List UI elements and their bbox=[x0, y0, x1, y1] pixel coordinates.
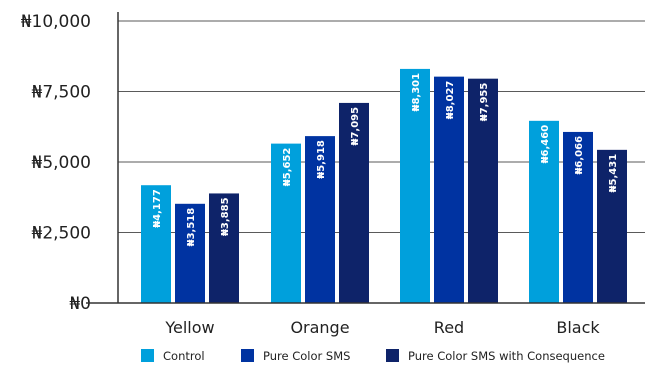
bar bbox=[468, 78, 498, 303]
legend-label: Control bbox=[163, 349, 205, 363]
data-label: ₦8,027 bbox=[445, 81, 456, 120]
legend-swatch bbox=[386, 349, 399, 362]
x-axis-tick-labels: Yellow Orange Red Black bbox=[164, 318, 600, 337]
x-tick-label: Orange bbox=[290, 318, 349, 337]
legend-swatch bbox=[141, 349, 154, 362]
bar bbox=[339, 102, 369, 304]
y-tick-label: ₦10,000 bbox=[21, 12, 91, 32]
x-tick-label: Red bbox=[434, 318, 464, 337]
bars bbox=[141, 68, 627, 304]
data-label: ₦5,918 bbox=[316, 140, 327, 179]
axes bbox=[86, 12, 645, 304]
bar bbox=[209, 193, 239, 303]
y-tick-label: ₦5,000 bbox=[32, 153, 91, 173]
data-label: ₦5,652 bbox=[282, 148, 293, 187]
data-label: ₦7,955 bbox=[479, 83, 490, 122]
bar bbox=[271, 143, 301, 303]
bar bbox=[563, 131, 593, 303]
data-label: ₦3,518 bbox=[186, 208, 197, 247]
legend-label: Pure Color SMS bbox=[263, 349, 350, 363]
data-label: ₦6,460 bbox=[540, 125, 551, 164]
legend: Control Pure Color SMS Pure Color SMS with… bbox=[141, 349, 605, 363]
x-tick-label: Yellow bbox=[164, 318, 214, 337]
bar bbox=[529, 120, 559, 303]
data-label: ₦5,431 bbox=[608, 154, 619, 193]
y-tick-label: ₦7,500 bbox=[32, 83, 91, 103]
legend-label: Pure Color SMS with Consequence bbox=[408, 349, 605, 363]
bar bbox=[400, 68, 430, 303]
y-axis-tick-labels: ₦0 ₦2,500 ₦5,000 ₦7,500 ₦10,000 bbox=[21, 12, 91, 314]
data-label: ₦8,301 bbox=[411, 73, 422, 112]
bar bbox=[175, 203, 205, 303]
data-label: ₦6,066 bbox=[574, 136, 585, 175]
legend-swatch bbox=[241, 349, 254, 362]
data-label: ₦3,885 bbox=[220, 197, 231, 236]
y-tick-label: ₦0 bbox=[69, 294, 91, 314]
data-label: ₦7,095 bbox=[350, 107, 361, 146]
data-labels: ₦4,177 ₦5,652 ₦8,301 ₦6,460 ₦3,518 ₦5,918 ₦8,0… bbox=[152, 73, 619, 247]
bar bbox=[597, 149, 627, 303]
bar bbox=[305, 136, 335, 303]
bar bbox=[434, 76, 464, 303]
bar bbox=[141, 185, 171, 303]
x-tick-label: Black bbox=[556, 318, 600, 337]
y-tick-label: ₦2,500 bbox=[32, 224, 91, 244]
data-label: ₦4,177 bbox=[152, 189, 163, 228]
